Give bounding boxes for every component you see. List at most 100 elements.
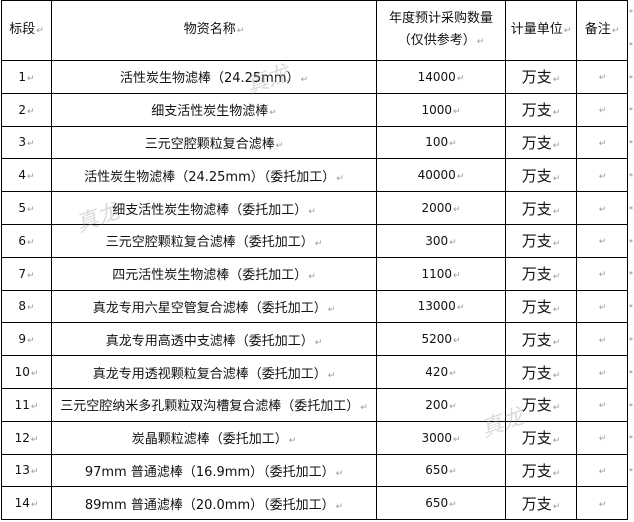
cell-qty: 14000 (376, 60, 506, 94)
margin-mark: * (629, 467, 633, 477)
table-row: 3三元空腔颗粒复合滤棒100万支 (1, 125, 628, 160)
margin-mark: * (629, 434, 633, 444)
cell-index: 9 (1, 322, 52, 357)
table-row: 12炭晶颗粒滤棒（委托加工）3000万支 (1, 420, 628, 455)
cell-name: 细支活性炭生物滤棒（委托加工） (51, 191, 377, 225)
cell-name: 89mm 普通滤棒（20.0mm）（委托加工） (51, 486, 377, 521)
cell-qty: 650 (376, 453, 506, 488)
margin-mark: * (629, 270, 633, 280)
cell-unit: 万支 (505, 387, 577, 422)
cell-remark (576, 355, 628, 389)
cell-remark (576, 453, 628, 488)
cell-qty: 5200 (376, 322, 506, 357)
cell-index: 6 (1, 223, 52, 258)
cell-unit: 万支 (505, 256, 577, 291)
header-qty: 年度预计采购数量 （仅供参考） (376, 0, 506, 61)
cell-remark (576, 486, 628, 521)
cell-index: 12 (1, 420, 52, 455)
table-row: 5细支活性炭生物滤棒（委托加工）2000万支 (1, 191, 628, 225)
table-row: 7四元活性炭生物滤棒（委托加工）1100万支 (1, 256, 628, 291)
cell-index: 10 (1, 355, 52, 389)
cell-index: 5 (1, 191, 52, 225)
cell-remark (576, 60, 628, 94)
table-row: 1活性炭生物滤棒（24.25mm）14000万支 (1, 60, 628, 94)
header-unit: 计量单位 (505, 0, 577, 61)
table-row: 11三元空腔纳米多孔颗粒双沟槽复合滤棒（委托加工）200万支 (1, 387, 628, 422)
margin-mark: * (629, 172, 633, 181)
cell-remark (576, 256, 628, 291)
cell-unit: 万支 (505, 322, 577, 357)
cell-unit: 万支 (505, 486, 577, 521)
cell-unit: 万支 (505, 420, 577, 455)
cell-index: 11 (1, 387, 52, 422)
cell-name: 三元空腔颗粒复合滤棒 (51, 125, 377, 160)
cell-qty: 300 (376, 223, 506, 258)
cell-qty: 1100 (376, 256, 506, 291)
header-qty-line2: （仅供参考） (378, 30, 505, 53)
margin-mark: * (629, 336, 633, 345)
table-header-row: 标段 物资名称 年度预计采购数量 （仅供参考） 计量单位 备注 (1, 0, 628, 61)
cell-index: 2 (1, 92, 52, 127)
cell-unit: 万支 (505, 223, 577, 258)
margin-mark: * (629, 237, 633, 247)
cell-unit: 万支 (505, 158, 577, 193)
cell-name: 细支活性炭生物滤棒 (51, 92, 377, 127)
header-remark: 备注 (576, 0, 628, 61)
cell-name: 97mm 普通滤棒（16.9mm）（委托加工） (51, 453, 377, 488)
cell-name: 三元空腔颗粒复合滤棒（委托加工） (51, 223, 377, 258)
cell-qty: 2000 (376, 191, 506, 225)
cell-unit: 万支 (505, 92, 577, 127)
cell-index: 1 (1, 60, 52, 94)
cell-index: 8 (1, 289, 52, 324)
header-index: 标段 (1, 0, 52, 61)
cell-index: 3 (1, 125, 52, 160)
margin-mark: * (629, 303, 633, 313)
margin-mark: * (629, 139, 633, 149)
cell-remark (576, 191, 628, 225)
cell-name: 真龙专用透视颗粒复合滤棒（委托加工） (51, 355, 377, 389)
margin-mark: * (629, 73, 633, 83)
table-row: 10真龙专用透视颗粒复合滤棒（委托加工）420万支 (1, 355, 628, 389)
margin-mark: * (629, 106, 633, 116)
cell-qty: 420 (376, 355, 506, 389)
cell-name: 真龙专用六星空管复合滤棒（委托加工） (51, 289, 377, 324)
margin-marks: * * * * * * * * * * * * * * * (628, 0, 634, 522)
cell-name: 炭晶颗粒滤棒（委托加工） (51, 420, 377, 455)
cell-unit: 万支 (505, 60, 577, 94)
table-row: 2细支活性炭生物滤棒1000万支 (1, 92, 628, 127)
cell-qty: 650 (376, 486, 506, 521)
cell-remark (576, 125, 628, 160)
cell-index: 7 (1, 256, 52, 291)
cell-remark (576, 322, 628, 357)
table-row: 4活性炭生物滤棒（24.25mm）（委托加工）40000万支 (1, 158, 628, 193)
table-row: 1397mm 普通滤棒（16.9mm）（委托加工）650万支 (1, 453, 628, 488)
cell-name: 三元空腔纳米多孔颗粒双沟槽复合滤棒（委托加工） (51, 387, 377, 422)
margin-mark: * (629, 368, 633, 378)
margin-mark: * (629, 40, 633, 50)
cell-remark (576, 158, 628, 193)
cell-unit: 万支 (505, 289, 577, 324)
cell-unit: 万支 (505, 125, 577, 160)
margin-mark: * (629, 401, 633, 411)
cell-qty: 200 (376, 387, 506, 422)
cell-qty: 13000 (376, 289, 506, 324)
table-row: 6三元空腔颗粒复合滤棒（委托加工）300万支 (1, 223, 628, 258)
cell-unit: 万支 (505, 453, 577, 488)
cell-qty: 1000 (376, 92, 506, 127)
table-row: 1489mm 普通滤棒（20.0mm）（委托加工）650万支 (1, 486, 628, 521)
header-name: 物资名称 (51, 0, 377, 61)
cell-qty: 3000 (376, 420, 506, 455)
cell-name: 活性炭生物滤棒（24.25mm） (51, 60, 377, 94)
table-row: 9真龙专用高透中支滤棒（委托加工）5200万支 (1, 322, 628, 357)
cell-qty: 100 (376, 125, 506, 160)
cell-remark (576, 92, 628, 127)
cell-unit: 万支 (505, 191, 577, 225)
cell-name: 真龙专用高透中支滤棒（委托加工） (51, 322, 377, 357)
cell-index: 4 (1, 158, 52, 193)
cell-index: 14 (1, 486, 52, 521)
header-qty-line1: 年度预计采购数量 (388, 11, 493, 26)
cell-qty: 40000 (376, 158, 506, 193)
cell-name: 四元活性炭生物滤棒（委托加工） (51, 256, 377, 291)
table-row: 8真龙专用六星空管复合滤棒（委托加工）13000万支 (1, 289, 628, 324)
